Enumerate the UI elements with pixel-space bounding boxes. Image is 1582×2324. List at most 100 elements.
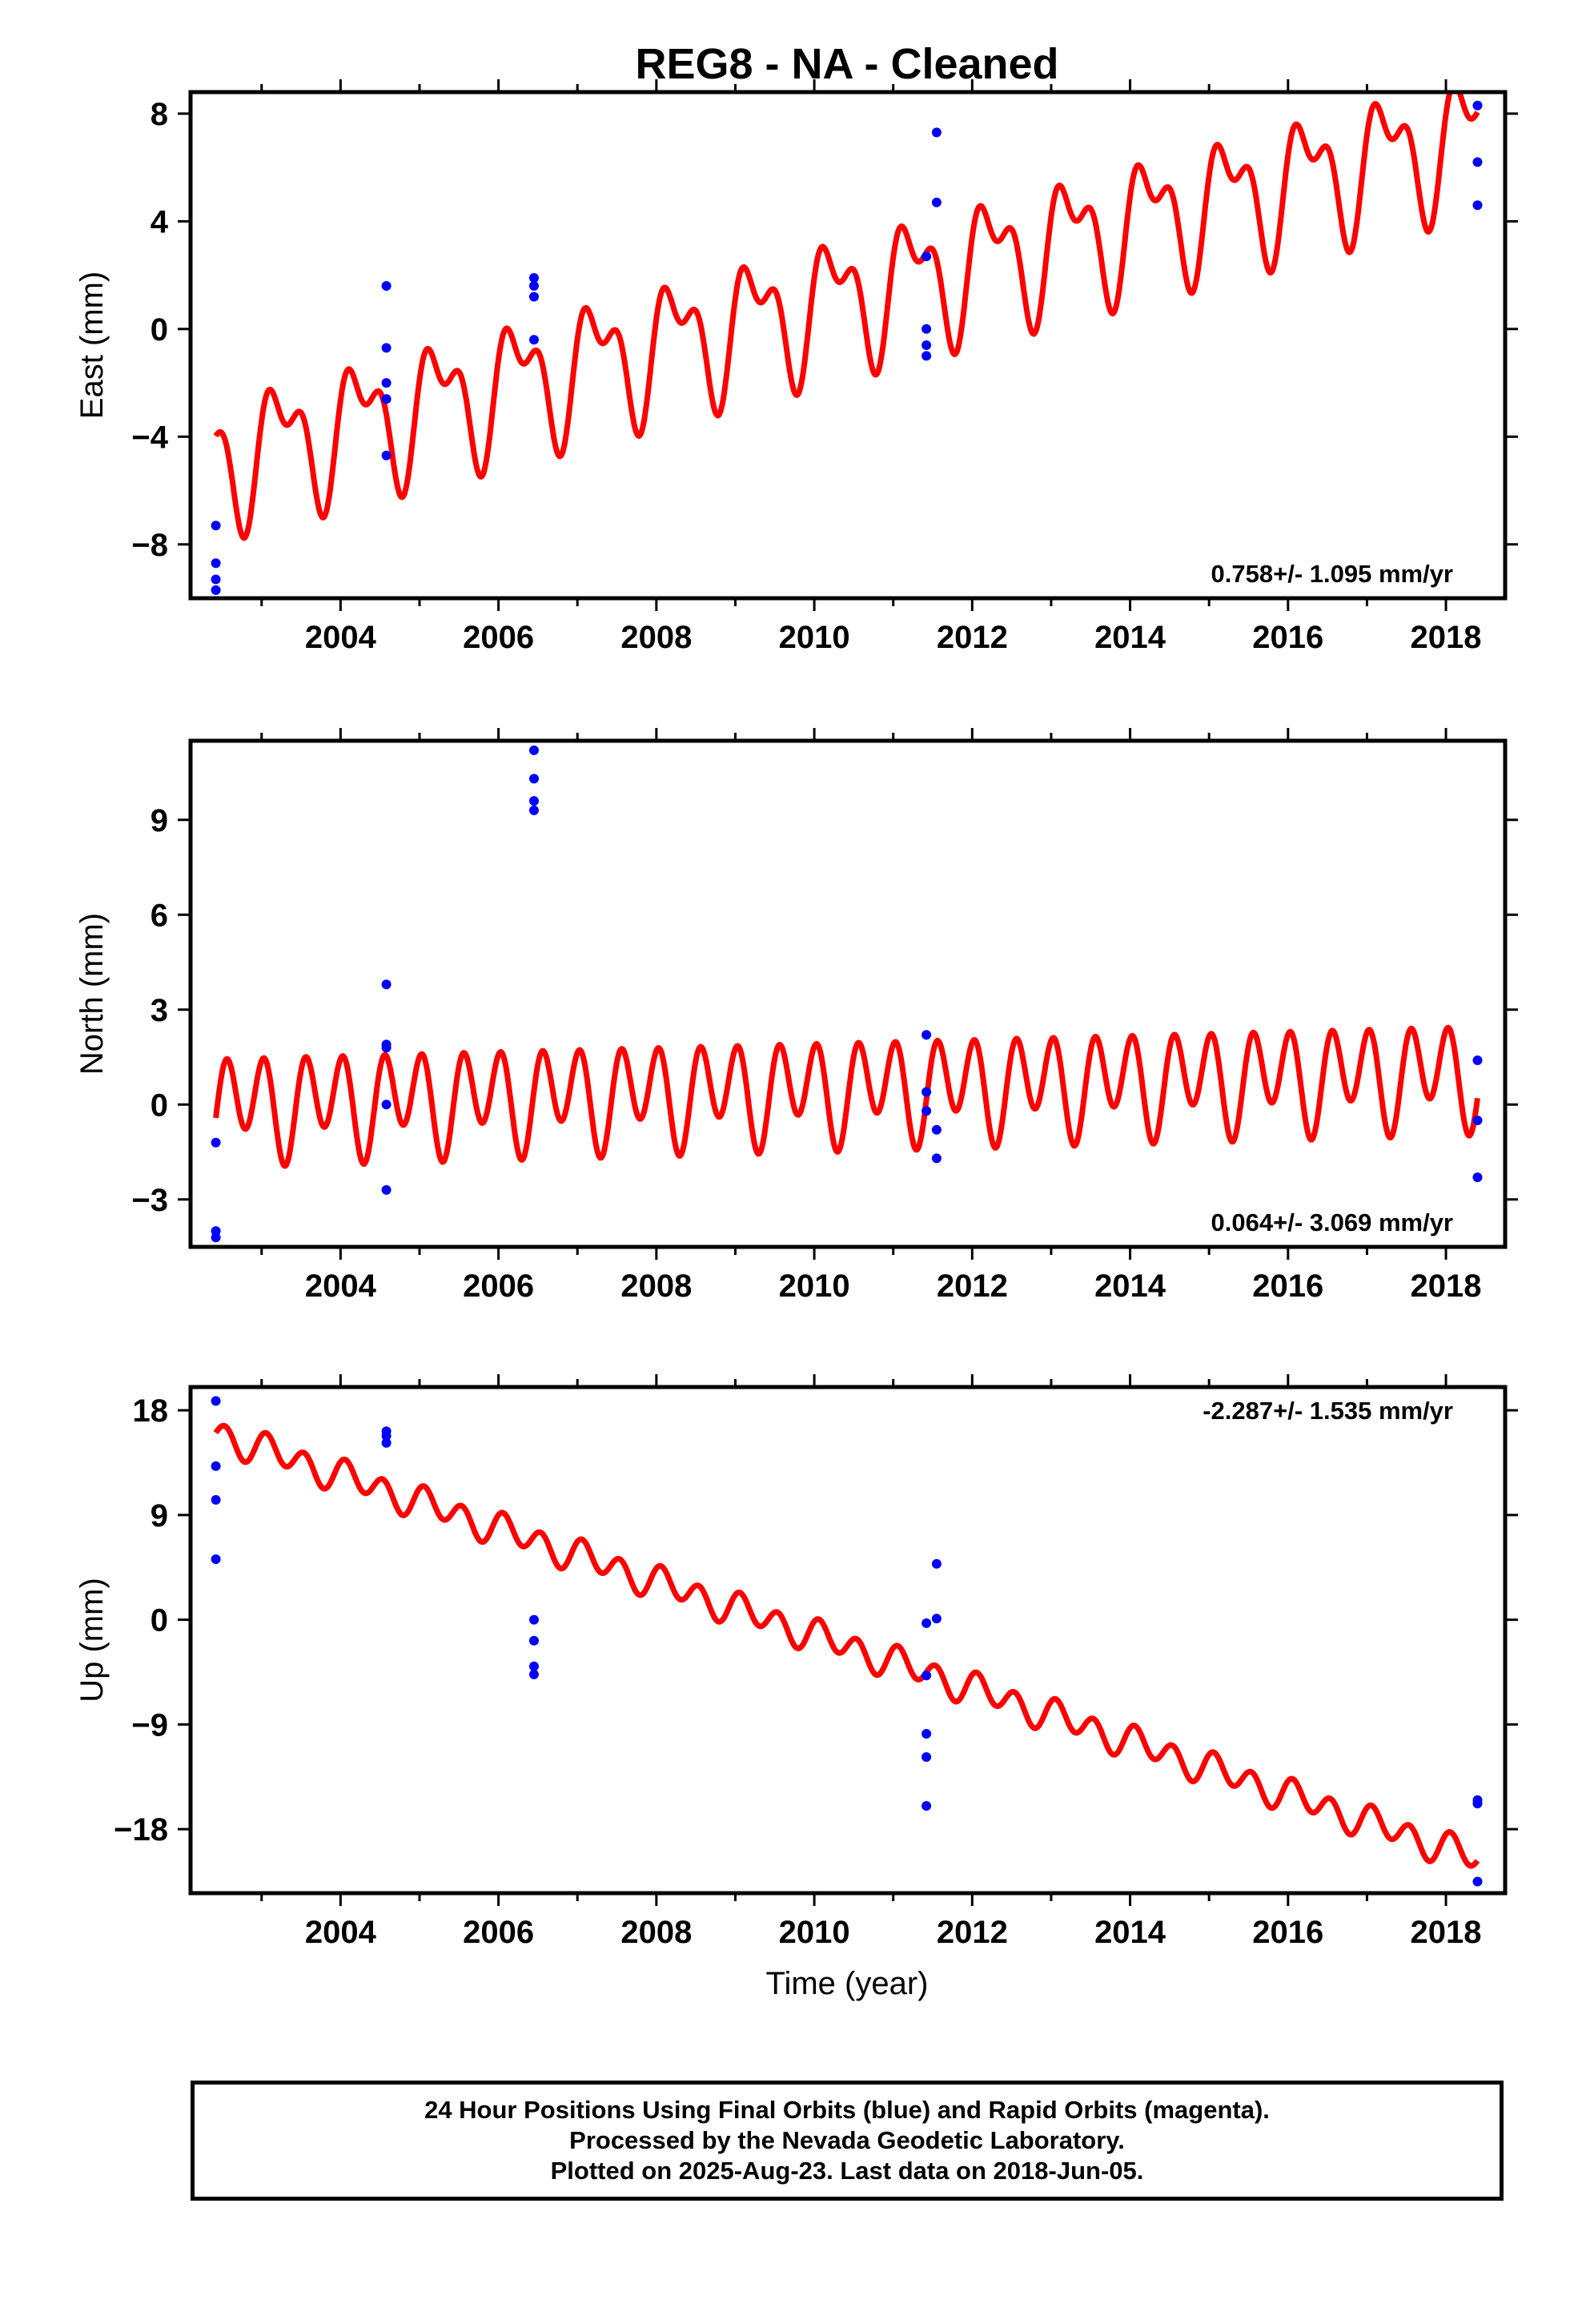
x-tick-label-north-2010: 2010 bbox=[779, 1269, 850, 1304]
x-tick-label-north-2018: 2018 bbox=[1411, 1269, 1482, 1304]
panel-east: 2004 2006 2008 2010 2012 2014 2016 2018 −8 −4 0 4 8 E… bbox=[74, 79, 1518, 655]
data-point-east-18 bbox=[931, 197, 942, 207]
data-point-north-8 bbox=[529, 745, 539, 755]
data-point-up-17 bbox=[931, 1614, 942, 1624]
data-point-east-15 bbox=[921, 340, 932, 350]
data-point-east-21 bbox=[1472, 200, 1483, 211]
x-tick-label-east-2012: 2012 bbox=[937, 620, 1008, 655]
data-point-east-10 bbox=[529, 281, 539, 291]
data-point-east-14 bbox=[921, 324, 932, 334]
data-point-east-13 bbox=[921, 251, 932, 262]
x-tick-label-up-2016: 2016 bbox=[1252, 1915, 1323, 1950]
model-curve-east bbox=[213, 92, 1480, 541]
data-point-up-20 bbox=[1472, 1876, 1483, 1887]
data-point-east-9 bbox=[529, 273, 539, 283]
data-point-east-12 bbox=[529, 335, 539, 345]
data-point-north-3 bbox=[381, 979, 391, 990]
data-point-north-15 bbox=[931, 1124, 942, 1135]
data-point-east-11 bbox=[529, 292, 539, 302]
x-tick-label-north-2006: 2006 bbox=[463, 1269, 534, 1304]
x-tick-label-up-2008: 2008 bbox=[620, 1915, 692, 1950]
y-axis-title-north: North (mm) bbox=[74, 913, 110, 1075]
data-point-east-0 bbox=[211, 521, 221, 531]
x-tick-label-north-2008: 2008 bbox=[620, 1269, 692, 1304]
data-point-north-16 bbox=[931, 1153, 942, 1164]
y-tick-label-up-18: 18 bbox=[133, 1393, 169, 1429]
data-point-north-11 bbox=[529, 805, 539, 815]
panel-frame-up bbox=[188, 1385, 1508, 1896]
x-tick-label-east-2010: 2010 bbox=[779, 620, 850, 655]
panels-layer: 2004 2006 2008 2010 2012 2014 2016 2018 −8 −4 0 4 8 E… bbox=[74, 79, 1518, 1950]
data-point-north-12 bbox=[921, 1030, 932, 1040]
y-tick-label-east--8: −8 bbox=[131, 528, 168, 563]
rate-label-east: 0.758+/- 1.095 mm/yr bbox=[1211, 560, 1453, 588]
data-point-up-11 bbox=[921, 1618, 932, 1628]
y-tick-label-north-6: 6 bbox=[151, 898, 168, 933]
data-point-up-0 bbox=[211, 1396, 221, 1406]
data-point-east-5 bbox=[381, 343, 391, 353]
x-tick-label-north-2012: 2012 bbox=[937, 1269, 1008, 1304]
data-point-east-7 bbox=[381, 394, 391, 404]
x-tick-label-up-2004: 2004 bbox=[305, 1915, 377, 1950]
data-point-up-15 bbox=[921, 1801, 932, 1811]
rate-label-up: -2.287+/- 1.535 mm/yr bbox=[1203, 1397, 1453, 1425]
footer-line-3: Plotted on 2025-Aug-23. Last data on 201… bbox=[550, 2157, 1144, 2185]
footer-caption-box: 24 Hour Positions Using Final Orbits (bl… bbox=[191, 2081, 1504, 2201]
x-tick-label-east-2004: 2004 bbox=[305, 620, 377, 655]
data-point-east-20 bbox=[1472, 157, 1483, 167]
data-point-north-2 bbox=[211, 1232, 221, 1243]
data-point-north-17 bbox=[1472, 1055, 1483, 1065]
y-tick-label-east-4: 4 bbox=[151, 204, 169, 239]
data-point-up-8 bbox=[529, 1635, 539, 1646]
panel-frame-east bbox=[188, 90, 1508, 601]
data-point-up-1 bbox=[211, 1461, 221, 1471]
panel-up: 2004 2006 2008 2010 2012 2014 2016 2018 −18 −9 0 9 1… bbox=[74, 1374, 1518, 1950]
data-point-north-10 bbox=[529, 796, 539, 806]
y-tick-label-north-9: 9 bbox=[151, 803, 168, 838]
y-tick-label-east--4: −4 bbox=[131, 420, 168, 455]
data-point-north-6 bbox=[381, 1100, 391, 1110]
x-tick-label-up-2010: 2010 bbox=[779, 1915, 850, 1950]
data-point-up-16 bbox=[931, 1558, 942, 1569]
data-point-north-18 bbox=[1472, 1116, 1483, 1125]
y-axis-title-up: Up (mm) bbox=[74, 1578, 110, 1703]
data-point-north-19 bbox=[1472, 1172, 1483, 1183]
data-point-east-3 bbox=[211, 585, 221, 595]
x-tick-label-east-2018: 2018 bbox=[1411, 620, 1482, 655]
model-curve-north bbox=[213, 1024, 1480, 1169]
x-tick-label-north-2004: 2004 bbox=[305, 1269, 377, 1304]
data-point-north-7 bbox=[381, 1184, 391, 1195]
data-point-north-5 bbox=[381, 1043, 391, 1053]
x-tick-label-up-2014: 2014 bbox=[1094, 1915, 1166, 1950]
y-tick-label-north--3: −3 bbox=[131, 1183, 168, 1218]
data-point-north-13 bbox=[921, 1087, 932, 1097]
y-tick-label-up-9: 9 bbox=[151, 1498, 168, 1534]
x-tick-label-up-2018: 2018 bbox=[1411, 1915, 1482, 1950]
data-point-east-6 bbox=[381, 378, 391, 388]
data-point-up-12 bbox=[921, 1671, 932, 1681]
data-point-up-10 bbox=[529, 1669, 539, 1679]
x-tick-label-up-2012: 2012 bbox=[937, 1915, 1008, 1950]
panel-frame-north bbox=[188, 738, 1508, 1249]
x-tick-label-north-2016: 2016 bbox=[1252, 1269, 1323, 1304]
data-point-east-1 bbox=[211, 558, 221, 569]
x-tick-label-up-2006: 2006 bbox=[463, 1915, 534, 1950]
y-tick-label-up--9: −9 bbox=[131, 1707, 168, 1743]
data-point-north-9 bbox=[529, 774, 539, 784]
y-tick-label-north-3: 3 bbox=[151, 993, 168, 1028]
y-tick-label-east-0: 0 bbox=[151, 312, 168, 348]
data-point-east-4 bbox=[381, 281, 391, 291]
data-point-up-3 bbox=[211, 1554, 221, 1564]
data-point-up-9 bbox=[529, 1661, 539, 1671]
y-axis-title-east: East (mm) bbox=[74, 271, 110, 419]
data-point-up-5 bbox=[381, 1431, 391, 1441]
x-tick-label-east-2006: 2006 bbox=[463, 620, 534, 655]
x-tick-label-east-2014: 2014 bbox=[1094, 620, 1166, 655]
data-point-up-14 bbox=[921, 1752, 932, 1762]
data-point-east-16 bbox=[921, 351, 932, 361]
data-point-north-14 bbox=[921, 1106, 932, 1116]
data-point-up-7 bbox=[529, 1614, 539, 1625]
data-point-east-17 bbox=[931, 127, 942, 138]
footer-line-2: Processed by the Nevada Geodetic Laborat… bbox=[569, 2126, 1125, 2154]
